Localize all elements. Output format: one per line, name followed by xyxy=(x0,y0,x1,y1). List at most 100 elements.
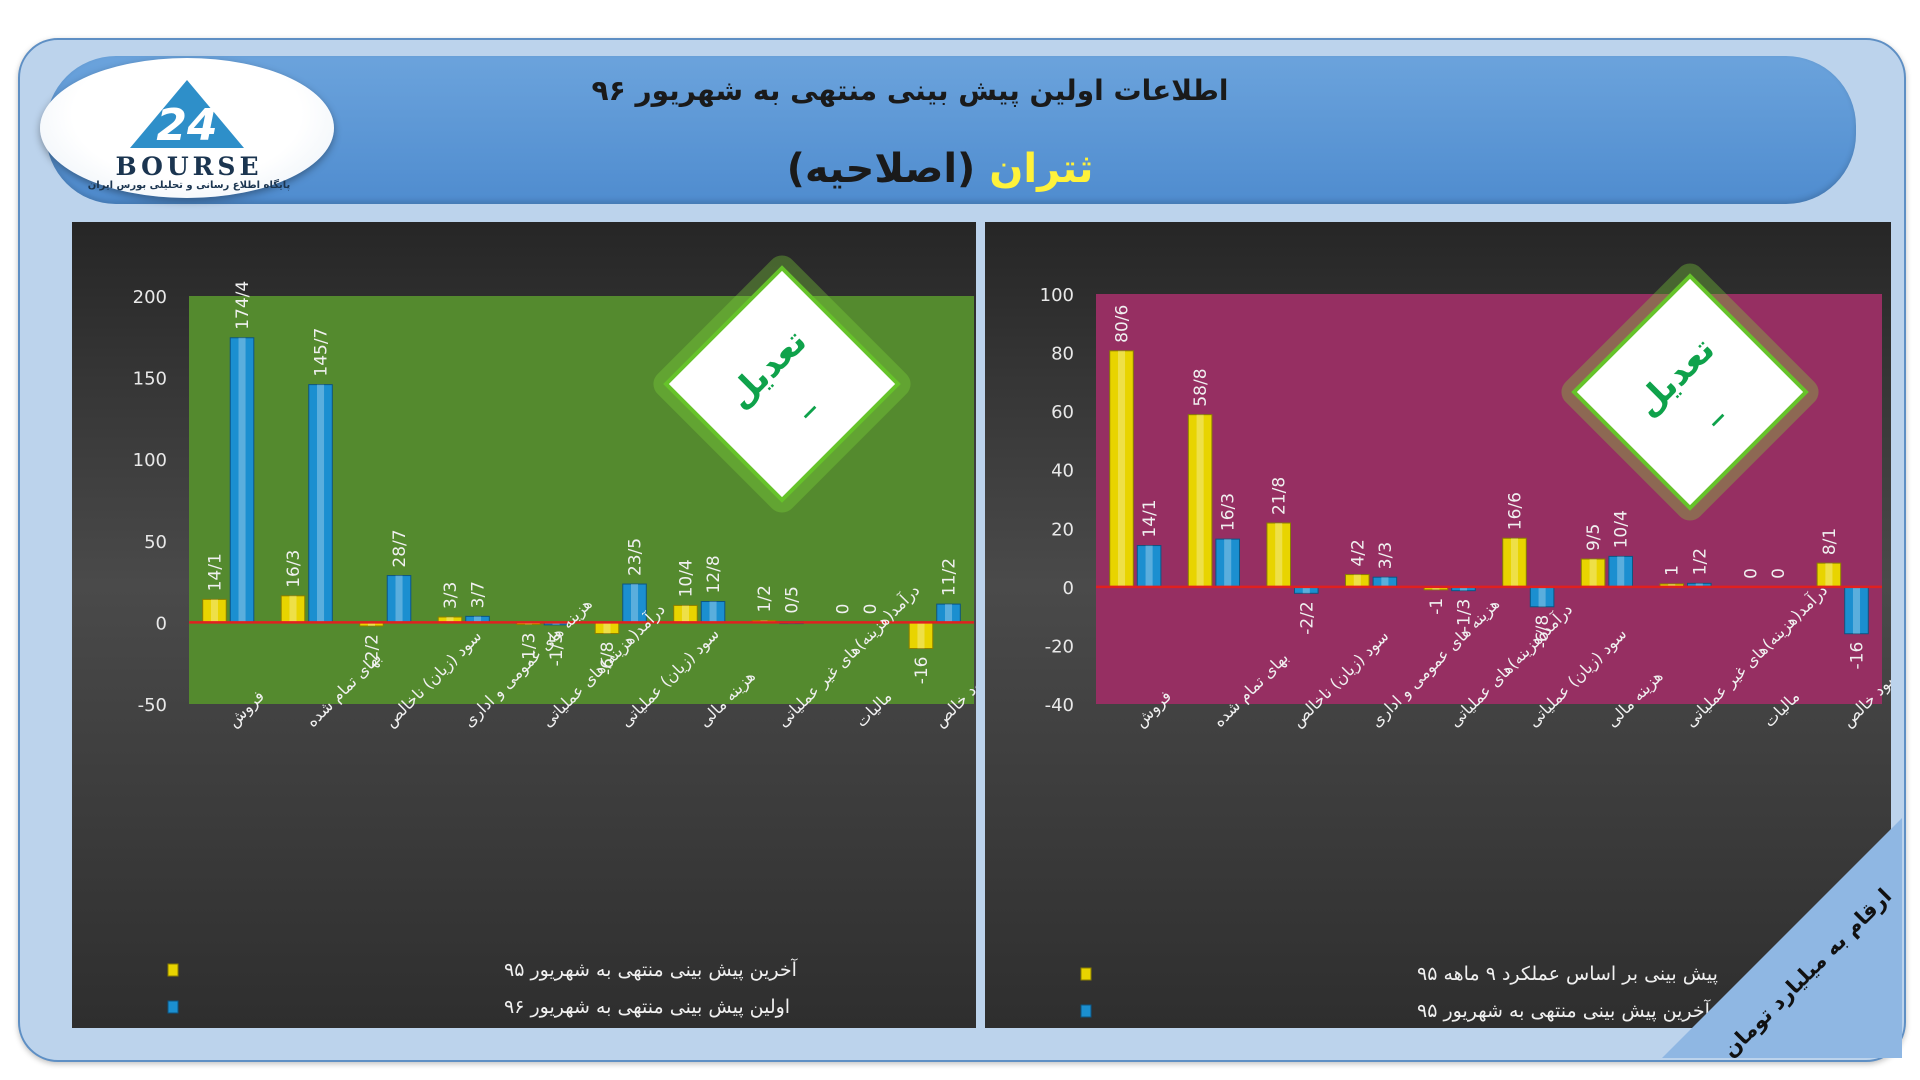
left-chart-panel: 200 150 100 50 0 -50 14/1 16/3 -2/2 3/3 -1/3 -6/8 10… xyxy=(72,222,996,1028)
data-label: 1/2 xyxy=(1690,548,1710,575)
data-label: 28/7 xyxy=(390,529,410,567)
data-label: -6/8 xyxy=(598,641,618,675)
logo-subtitle: پایگاه اطلاع رسانی و تحلیلی بورس ایران xyxy=(87,180,291,191)
legend-swatch xyxy=(1080,1004,1092,1018)
badge-box xyxy=(1571,273,1809,511)
bar-highlight xyxy=(1459,586,1468,591)
y-tick-label: 20 xyxy=(1051,519,1074,540)
y-tick-label: 0 xyxy=(1063,578,1074,599)
corner-note-ribbon: ارقام به میلیارد تومان xyxy=(1662,818,1902,1058)
legend-swatch xyxy=(167,1000,179,1014)
data-label: 0 xyxy=(1769,568,1789,579)
page-title: اطلاعات اولین پیش بینی منتهی به شهریور ۹… xyxy=(591,74,1229,107)
y-tick-label: 0 xyxy=(156,613,167,634)
bar-highlight xyxy=(1302,586,1310,594)
y-tick-label: 80 xyxy=(1051,344,1074,365)
bar-highlight xyxy=(603,622,611,634)
bar-highlight xyxy=(1538,586,1546,607)
company-note: (اصلاحیه) xyxy=(786,146,976,192)
data-label: 23/5 xyxy=(626,538,646,576)
data-label: -1 xyxy=(1427,598,1447,615)
bar-highlight xyxy=(238,337,246,623)
data-label: -2/2 xyxy=(362,634,382,668)
data-label: -16 xyxy=(1847,642,1867,670)
data-label: 14/1 xyxy=(205,553,225,591)
y-tick-label: 100 xyxy=(1040,285,1074,306)
bar-highlight xyxy=(1196,414,1204,587)
data-label: -1/3 xyxy=(519,633,539,667)
bar-highlight xyxy=(917,622,925,649)
bar-highlight xyxy=(210,599,219,623)
legend-label: پیش بینی بر اساس عملکرد ۹ ماهه ۹۵ xyxy=(1417,963,1718,985)
legend-label: آخرین پیش بینی منتهی به شهریور ۹۵ xyxy=(1417,998,1711,1022)
y-tick-label: -40 xyxy=(1045,695,1074,716)
data-label: 16/6 xyxy=(1506,492,1526,530)
data-label: 14/1 xyxy=(1140,499,1160,537)
data-label: 21/8 xyxy=(1270,477,1290,515)
bar-highlight xyxy=(1852,586,1861,634)
bar-highlight xyxy=(1224,539,1232,587)
logo-mark-icon: 24 xyxy=(130,80,244,151)
data-label: 1/2 xyxy=(755,585,775,612)
bar-highlight xyxy=(1510,538,1519,587)
legend-label: اولین پیش بینی منتهی به شهریور ۹۶ xyxy=(504,996,790,1018)
right-chart: 100806040200-20-4080/658/821/84/2-116/69… xyxy=(1040,263,1904,1022)
y-tick-label: 50 xyxy=(144,532,167,553)
data-label: 58/8 xyxy=(1191,368,1211,406)
y-tick-label: 100 xyxy=(133,450,167,471)
data-label: -2/2 xyxy=(1297,601,1317,635)
data-label: 174/4 xyxy=(233,281,253,330)
adjustment-badge: تعدیل_ xyxy=(1561,263,1819,521)
data-label: 10/4 xyxy=(676,559,696,597)
bar-highlight xyxy=(630,584,639,623)
logo: 24 xyxy=(40,58,334,198)
legend-label: آخرین پیش بینی منتهی به شهریور ۹۵ xyxy=(504,957,798,981)
company-title: ثتران (اصلاحیه) xyxy=(600,146,1280,192)
bar-highlight xyxy=(1145,545,1153,587)
bar-highlight xyxy=(446,617,454,623)
data-label: 3/3 xyxy=(441,582,461,609)
data-label: 11/2 xyxy=(940,558,960,596)
right-chart-panel: 100 80 60 40 20 0 -20 -40 80/6 58/8 21/8 4/2 -1 16/6 9… xyxy=(985,222,1904,1028)
y-tick-label: 150 xyxy=(133,369,167,390)
bar-highlight xyxy=(944,604,953,623)
company-name: ثتران xyxy=(989,146,1094,192)
data-label: 3/3 xyxy=(1376,542,1396,569)
bar-highlight xyxy=(1589,559,1597,587)
y-tick-label: 60 xyxy=(1051,402,1074,423)
data-label: 0/5 xyxy=(783,586,803,613)
data-label: -16 xyxy=(912,657,932,685)
data-label: -6/8 xyxy=(1533,615,1553,649)
bar-highlight xyxy=(316,384,325,623)
data-label: 16/3 xyxy=(1219,493,1239,531)
y-tick-label: 40 xyxy=(1051,461,1074,482)
bar-highlight xyxy=(367,622,376,626)
header-banner xyxy=(46,56,1856,204)
data-label: 8/1 xyxy=(1820,528,1840,555)
bar-highlight xyxy=(1432,586,1440,590)
left-chart: 200 150 100 50 0 -50 14/1 16/3 -2/2 3/3 -1/3 -6/8 10… xyxy=(133,255,996,1018)
bar-highlight xyxy=(395,575,403,623)
data-label: 0 xyxy=(833,604,853,615)
y-tick-label: -50 xyxy=(138,695,167,716)
bar-highlight xyxy=(681,605,690,623)
data-label: 1 xyxy=(1663,565,1683,576)
data-label: 3/7 xyxy=(469,581,489,608)
bar-highlight xyxy=(1353,574,1361,587)
data-label: 12/8 xyxy=(704,555,724,593)
bar-highlight xyxy=(1381,577,1389,587)
data-label: 0 xyxy=(1741,568,1761,579)
data-label: 80/6 xyxy=(1113,305,1133,343)
data-label: 10/4 xyxy=(1612,510,1632,548)
legend-swatch xyxy=(1080,967,1092,981)
data-label: 0 xyxy=(861,604,881,615)
data-label: 4/2 xyxy=(1348,539,1368,566)
data-label: -1/3 xyxy=(1454,599,1474,633)
bar-highlight xyxy=(709,601,717,623)
data-label: 145/7 xyxy=(312,328,332,377)
data-label: 16/3 xyxy=(284,550,304,588)
bar-highlight xyxy=(1695,583,1703,587)
adjustment-badge: تعدیل_ xyxy=(653,255,911,513)
y-tick-label: -20 xyxy=(1045,636,1074,657)
badge-box xyxy=(663,265,901,503)
